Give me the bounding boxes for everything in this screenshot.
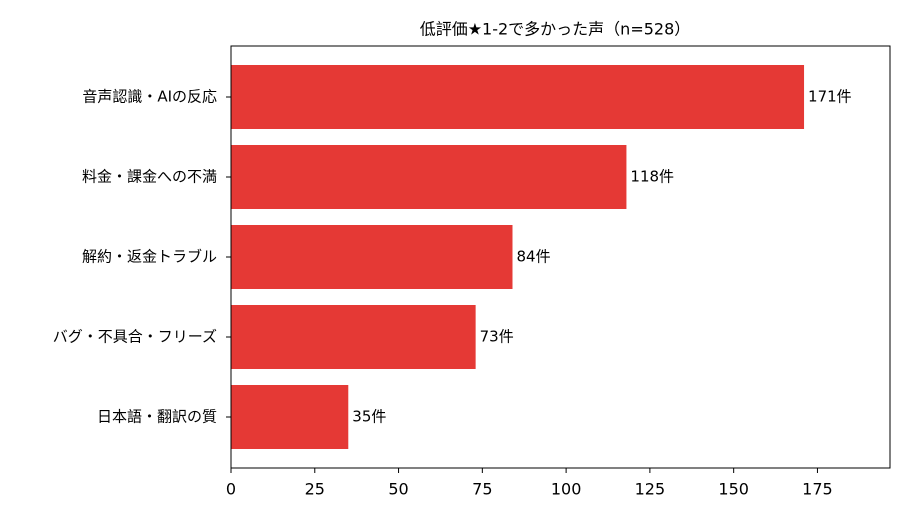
x-tick-label: 50 <box>388 480 408 499</box>
bar <box>231 65 805 129</box>
value-label: 118件 <box>630 168 674 186</box>
y-tick-label: 解約・返金トラブル <box>82 248 217 266</box>
chart-title: 低評価★1-2で多かった声（n=528） <box>420 20 691 39</box>
x-tick-label: 0 <box>226 480 236 499</box>
value-label: 84件 <box>516 248 550 266</box>
y-tick-label: バグ・不具合・フリーズ <box>53 328 217 346</box>
x-tick-label: 100 <box>551 480 582 499</box>
value-label: 171件 <box>808 88 852 106</box>
value-label: 73件 <box>480 328 514 346</box>
x-tick-label: 75 <box>472 480 492 499</box>
plot-frame <box>230 45 891 469</box>
x-tick-label: 150 <box>718 480 749 499</box>
bar <box>231 145 627 209</box>
x-tick-label: 175 <box>802 480 833 499</box>
y-tick-label: 日本語・翻訳の質 <box>97 408 217 426</box>
y-tick-label: 料金・課金への不満 <box>82 168 217 186</box>
x-tick-label: 125 <box>635 480 666 499</box>
x-tick-label: 25 <box>305 480 325 499</box>
bar <box>231 225 513 289</box>
bar <box>231 385 349 449</box>
value-label: 35件 <box>352 408 386 426</box>
y-tick-label: 音声認識・AIの反応 <box>82 88 217 106</box>
bar <box>231 305 476 369</box>
